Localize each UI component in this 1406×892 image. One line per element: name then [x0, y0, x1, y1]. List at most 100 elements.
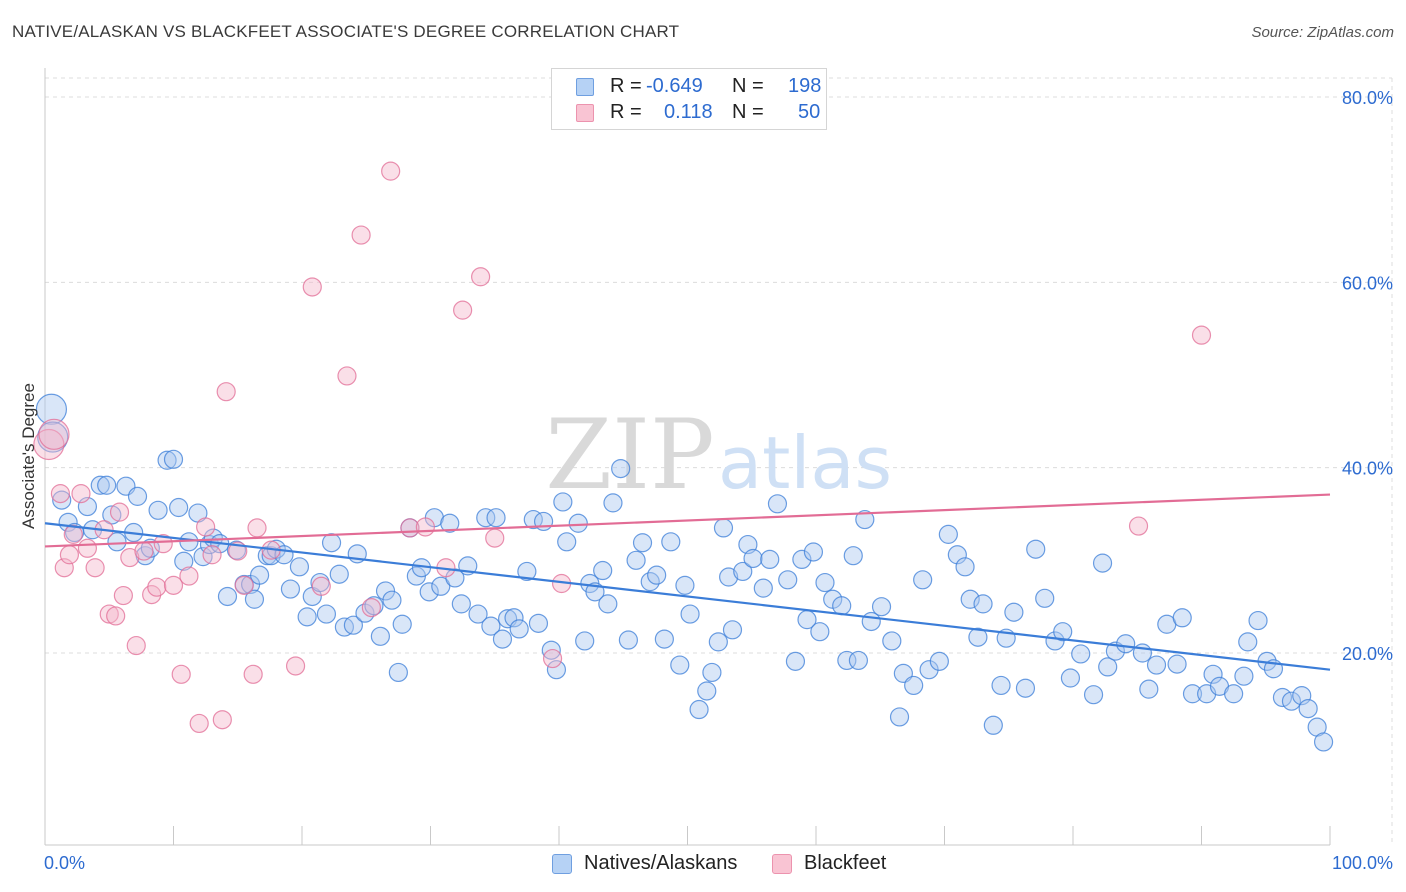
- data-point: [1234, 666, 1254, 686]
- data-point: [991, 675, 1011, 696]
- data-point: [568, 513, 588, 533]
- data-point: [99, 604, 119, 624]
- data-point: [1139, 679, 1159, 699]
- data-point: [321, 533, 342, 553]
- data-point: [388, 662, 408, 683]
- x-tick-label: 100.0%: [1332, 853, 1393, 873]
- data-point: [71, 484, 91, 504]
- data-point: [476, 508, 496, 528]
- n-value: 198: [788, 75, 822, 97]
- data-point: [216, 382, 236, 402]
- n-value: 50: [798, 101, 821, 123]
- data-point: [329, 564, 349, 584]
- data-point: [753, 578, 773, 598]
- data-point: [375, 581, 396, 601]
- data-point: [713, 518, 734, 538]
- data-point: [1238, 632, 1258, 652]
- data-point: [1167, 654, 1187, 674]
- data-point: [481, 616, 501, 636]
- data-point: [382, 590, 402, 610]
- data-point: [680, 604, 700, 624]
- data-point: [289, 557, 310, 577]
- data-point: [285, 656, 306, 676]
- data-point: [179, 566, 199, 586]
- data-point: [855, 509, 875, 530]
- data-point: [1281, 691, 1302, 711]
- data-point: [50, 484, 71, 504]
- data-point: [719, 567, 739, 587]
- data-point: [626, 550, 646, 570]
- data-point: [492, 629, 513, 649]
- data-point: [343, 615, 363, 635]
- data-point: [361, 597, 381, 618]
- data-point: [33, 428, 65, 461]
- data-point: [598, 594, 618, 614]
- data-point: [174, 551, 194, 571]
- data-point: [392, 614, 412, 634]
- data-point: [1128, 516, 1149, 536]
- series-blackfeet: [33, 161, 1212, 734]
- data-point: [767, 494, 788, 514]
- data-point: [109, 502, 130, 522]
- data-point: [882, 631, 902, 651]
- n-label: N =: [732, 101, 764, 123]
- data-point: [1026, 539, 1046, 559]
- y-axis-label: Associate's Degree: [19, 383, 38, 529]
- data-point: [157, 450, 177, 470]
- data-point: [311, 576, 331, 596]
- data-point: [486, 508, 506, 528]
- watermark-zip: ZIP: [545, 399, 714, 511]
- data-point: [947, 545, 967, 565]
- data-point: [1071, 644, 1091, 664]
- chart-title: NATIVE/ALASKAN VS BLACKFEET ASSOCIATE'S …: [12, 22, 680, 41]
- data-point: [90, 475, 110, 495]
- data-point: [243, 664, 263, 684]
- data-point: [102, 505, 122, 525]
- r-value: 0.118: [664, 101, 713, 123]
- y-tick-label: 80.0%: [1342, 88, 1393, 108]
- data-point: [148, 500, 168, 520]
- data-point: [1060, 668, 1081, 688]
- data-point: [611, 458, 631, 479]
- data-point: [196, 517, 216, 537]
- data-point: [85, 558, 105, 578]
- y-tick-label: 20.0%: [1342, 644, 1393, 664]
- data-point: [468, 604, 488, 624]
- data-point: [843, 546, 863, 566]
- data-point: [960, 589, 980, 609]
- data-point: [938, 524, 958, 544]
- data-point: [792, 549, 812, 570]
- data-point: [1004, 602, 1024, 622]
- r-value: -0.649: [646, 75, 703, 97]
- r-label: R =: [610, 75, 642, 97]
- data-point: [803, 542, 824, 562]
- data-point: [52, 490, 72, 510]
- data-point: [913, 570, 933, 590]
- legend-swatch-blue: [552, 854, 572, 874]
- data-point: [661, 532, 681, 552]
- data-point: [1146, 655, 1167, 675]
- data-point: [163, 575, 184, 595]
- data-point: [722, 620, 743, 640]
- x-tick-label: 0.0%: [44, 853, 85, 873]
- data-point: [733, 561, 753, 582]
- data-point: [106, 606, 126, 626]
- data-point: [127, 486, 148, 506]
- legend-swatch-pink: [576, 104, 594, 122]
- data-point: [832, 596, 852, 616]
- data-point: [632, 533, 653, 553]
- data-point: [451, 594, 471, 614]
- data-point: [440, 513, 460, 533]
- trend-lines: [44, 493, 1331, 671]
- data-point: [973, 594, 993, 614]
- data-point: [955, 557, 975, 577]
- data-point: [760, 549, 780, 570]
- legend-label: Blackfeet: [804, 852, 887, 874]
- data-point: [557, 532, 577, 552]
- data-point: [542, 648, 563, 669]
- data-point: [1224, 684, 1244, 704]
- axis-labels: 20.0% 40.0% 60.0% 80.0% 0.0% 100.0% Associate'…: [19, 88, 1393, 873]
- data-point: [904, 675, 924, 696]
- data-point: [1191, 325, 1212, 345]
